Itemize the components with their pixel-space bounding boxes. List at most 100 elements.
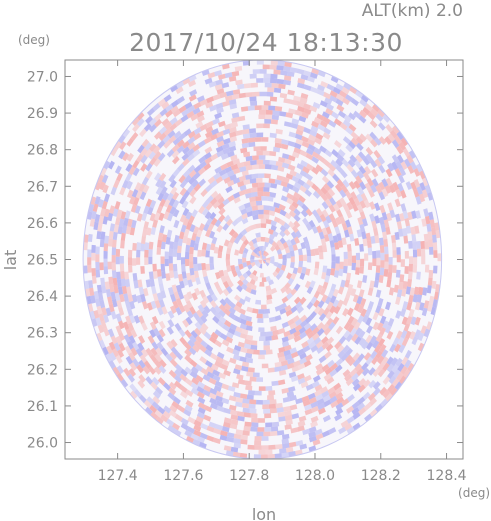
negative-cell — [188, 176, 196, 185]
negative-cell — [191, 179, 199, 188]
negative-cell — [160, 290, 167, 299]
positive-cell — [258, 354, 265, 360]
positive-cell — [275, 402, 283, 409]
positive-cell — [144, 257, 149, 265]
positive-cell — [249, 244, 256, 251]
negative-cell — [342, 119, 351, 128]
negative-cell — [196, 317, 204, 326]
negative-cell — [387, 370, 395, 380]
positive-cell — [188, 94, 197, 102]
negative-cell — [305, 222, 313, 231]
positive-cell — [401, 337, 409, 347]
negative-cell — [345, 94, 354, 102]
x-axis-title: lon — [252, 505, 276, 521]
positive-cell — [213, 437, 221, 444]
negative-cell — [364, 413, 373, 422]
negative-cell — [274, 366, 282, 372]
negative-cell — [288, 371, 297, 378]
negative-cell — [216, 135, 224, 143]
negative-cell — [415, 196, 422, 205]
positive-cell — [196, 391, 205, 399]
negative-cell — [190, 387, 199, 396]
negative-cell — [204, 211, 212, 220]
positive-cell — [275, 444, 283, 450]
positive-cell — [172, 109, 181, 118]
positive-cell — [370, 138, 378, 148]
negative-cell — [289, 327, 297, 335]
positive-cell — [322, 116, 331, 125]
positive-cell — [358, 289, 365, 298]
positive-cell — [124, 271, 130, 280]
positive-cell — [217, 202, 225, 211]
negative-cell — [349, 327, 358, 337]
positive-cell — [406, 302, 413, 311]
positive-cell — [200, 367, 209, 376]
positive-cell — [292, 315, 300, 323]
positive-cell — [106, 345, 113, 355]
positive-cell — [344, 373, 352, 382]
negative-cell — [315, 215, 323, 224]
positive-cell — [161, 118, 170, 127]
negative-cell — [294, 318, 303, 327]
negative-cell — [375, 403, 383, 413]
positive-cell — [298, 254, 304, 262]
positive-cell — [343, 258, 348, 267]
negative-cell — [350, 169, 359, 179]
positive-cell — [266, 299, 273, 305]
positive-cell — [385, 393, 393, 402]
positive-cell — [249, 399, 257, 405]
negative-cell — [265, 164, 272, 170]
positive-cell — [328, 213, 336, 222]
negative-cell — [379, 237, 384, 246]
positive-cell — [172, 422, 180, 431]
negative-cell — [381, 178, 389, 188]
negative-cell — [386, 363, 395, 373]
negative-cell — [288, 244, 294, 252]
positive-cell — [103, 327, 110, 337]
positive-cell — [319, 252, 324, 260]
positive-cell — [373, 227, 379, 237]
negative-cell — [157, 306, 164, 316]
negative-cell — [132, 273, 138, 282]
negative-cell — [359, 98, 368, 107]
negative-cell — [227, 150, 235, 158]
x-tick-label: 128.0 — [295, 468, 335, 484]
negative-cell — [310, 401, 319, 409]
negative-cell — [256, 60, 264, 65]
negative-cell — [388, 257, 393, 265]
positive-cell — [237, 379, 246, 385]
positive-cell — [136, 257, 141, 265]
positive-cell — [344, 423, 353, 431]
positive-cell — [272, 270, 279, 278]
positive-cell — [265, 109, 273, 115]
positive-cell — [243, 160, 251, 167]
negative-cell — [362, 367, 370, 377]
positive-cell — [341, 86, 350, 95]
positive-cell — [375, 265, 381, 273]
positive-cell — [154, 118, 162, 128]
negative-cell — [299, 352, 307, 360]
negative-cell — [355, 90, 364, 99]
negative-cell — [382, 114, 391, 123]
positive-cell — [321, 364, 330, 372]
negative-cell — [317, 402, 326, 411]
negative-cell — [310, 86, 319, 94]
positive-cell — [284, 304, 292, 312]
positive-cell — [260, 454, 268, 459]
negative-cell — [328, 321, 336, 331]
positive-cell — [150, 347, 158, 357]
positive-cell — [138, 183, 146, 192]
positive-cell — [104, 208, 110, 218]
positive-cell — [269, 408, 277, 414]
positive-cell — [185, 435, 194, 444]
positive-cell — [372, 258, 377, 267]
positive-cell — [116, 209, 123, 218]
positive-cell — [214, 193, 223, 201]
positive-cell — [395, 188, 402, 198]
positive-cell — [278, 346, 286, 353]
positive-cell — [240, 235, 247, 242]
positive-cell — [144, 148, 153, 158]
positive-cell — [297, 420, 306, 427]
negative-cell — [387, 317, 395, 327]
negative-cell — [188, 74, 197, 82]
